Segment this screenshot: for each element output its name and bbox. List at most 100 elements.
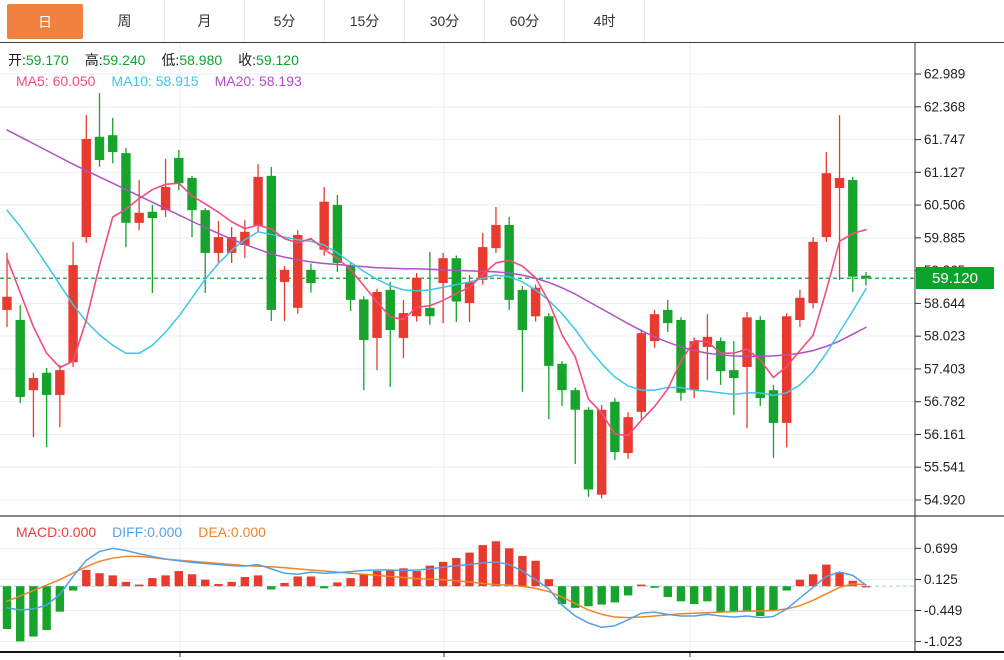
candle-body xyxy=(517,289,528,331)
candle-body xyxy=(253,176,263,226)
ma20-value: 58.193 xyxy=(258,73,302,89)
candle-body xyxy=(2,296,12,310)
macd-bar xyxy=(742,586,752,611)
candle-body xyxy=(293,234,303,308)
macd-bar xyxy=(557,586,567,605)
macd-bar xyxy=(293,576,302,587)
macd-bar xyxy=(571,586,580,608)
candle-body xyxy=(174,157,184,184)
candle-body xyxy=(544,316,554,366)
macd-bar xyxy=(42,586,51,631)
macd-bar xyxy=(29,586,38,637)
candle-body xyxy=(345,265,356,300)
diff-value: 0.000 xyxy=(147,524,183,540)
candle-body xyxy=(478,247,488,280)
candle-body xyxy=(319,201,329,250)
macd-bar xyxy=(214,584,223,587)
candle-body xyxy=(306,269,316,284)
candle-body xyxy=(729,370,739,379)
candle-body xyxy=(200,210,210,253)
macd-bar xyxy=(346,578,355,587)
macd-tick-label: -1.023 xyxy=(924,634,962,649)
macd-bar xyxy=(16,586,25,642)
macd-bar xyxy=(676,586,686,602)
price-tick-label: 56.161 xyxy=(924,427,965,442)
candle-body xyxy=(649,314,660,342)
low-label: 低: xyxy=(161,52,180,68)
ma5-line xyxy=(6,182,867,437)
ma20-label: MA20: xyxy=(214,73,256,89)
macd-bar xyxy=(438,561,448,587)
macd-bar xyxy=(161,575,170,587)
tab-timeframe-4[interactable]: 15分 xyxy=(325,0,405,42)
macd-bar xyxy=(584,586,593,607)
tab-timeframe-5[interactable]: 30分 xyxy=(405,0,485,42)
candle-body xyxy=(28,378,39,391)
candle-body xyxy=(861,275,871,279)
macd-bar xyxy=(769,586,778,611)
macd-bar xyxy=(795,579,805,587)
candle-body xyxy=(663,309,673,324)
ma-legend: MA5: 60.050 MA10: 58.915 MA20: 58.193 xyxy=(16,73,318,89)
candle-body xyxy=(411,277,422,317)
candle-body xyxy=(121,153,131,223)
candle-body xyxy=(15,319,25,398)
candle-body xyxy=(372,291,382,338)
macd-bar xyxy=(386,569,395,587)
tab-timeframe-0[interactable]: 日 xyxy=(7,4,83,39)
candle-body xyxy=(583,409,594,490)
macd-bar xyxy=(531,560,540,587)
macd-bar xyxy=(756,586,765,616)
candle-body xyxy=(570,390,580,410)
price-tick-label: 59.885 xyxy=(924,230,965,245)
tab-timeframe-3[interactable]: 5分 xyxy=(245,0,325,42)
candle-body xyxy=(94,136,105,161)
candle-body xyxy=(226,237,237,253)
macd-bar xyxy=(623,586,633,596)
macd-bar xyxy=(465,552,474,587)
macd-bar xyxy=(240,576,250,587)
macd-tick-label: 0.699 xyxy=(924,541,958,556)
candle-body xyxy=(279,269,290,282)
macd-bar xyxy=(148,578,157,587)
macd-bar xyxy=(729,586,739,613)
macd-bar xyxy=(597,586,606,605)
candle-body xyxy=(134,212,144,223)
candle-body xyxy=(781,316,792,423)
macd-bar xyxy=(201,579,210,587)
candle-body xyxy=(795,297,805,320)
tab-timeframe-2[interactable]: 月 xyxy=(165,0,245,42)
open-value: 59.170 xyxy=(25,52,69,68)
price-tick-label: 61.747 xyxy=(924,132,965,147)
candle-body xyxy=(715,341,726,372)
candle-body xyxy=(266,175,276,310)
high-value: 59.240 xyxy=(102,52,146,68)
macd-bar xyxy=(861,586,871,588)
price-tick-label: 58.644 xyxy=(924,296,966,311)
price-tick-label: 62.368 xyxy=(924,99,965,114)
candle-body xyxy=(398,313,409,338)
tab-timeframe-7[interactable]: 4时 xyxy=(565,0,645,42)
ma10-label: MA10: xyxy=(111,73,152,89)
candle-body xyxy=(41,372,52,395)
macd-bar xyxy=(504,548,514,587)
macd-bar xyxy=(650,586,659,588)
price-tick-label: 54.920 xyxy=(924,493,965,508)
ma5-value: 60.050 xyxy=(52,73,96,89)
macd-bar xyxy=(108,575,117,587)
candle-body xyxy=(610,401,620,452)
candle-body xyxy=(147,211,158,219)
candle-body xyxy=(676,319,686,393)
tab-timeframe-6[interactable]: 60分 xyxy=(485,0,565,42)
candle-body xyxy=(808,241,818,304)
candle-body xyxy=(504,224,514,300)
tab-timeframe-1[interactable]: 周 xyxy=(85,0,165,42)
macd-tick-label: 0.125 xyxy=(924,572,958,587)
macd-bar xyxy=(703,586,712,602)
candle-body xyxy=(425,307,435,317)
diff-line xyxy=(6,547,867,629)
candle-body xyxy=(187,177,197,211)
macd-bar xyxy=(174,571,183,587)
